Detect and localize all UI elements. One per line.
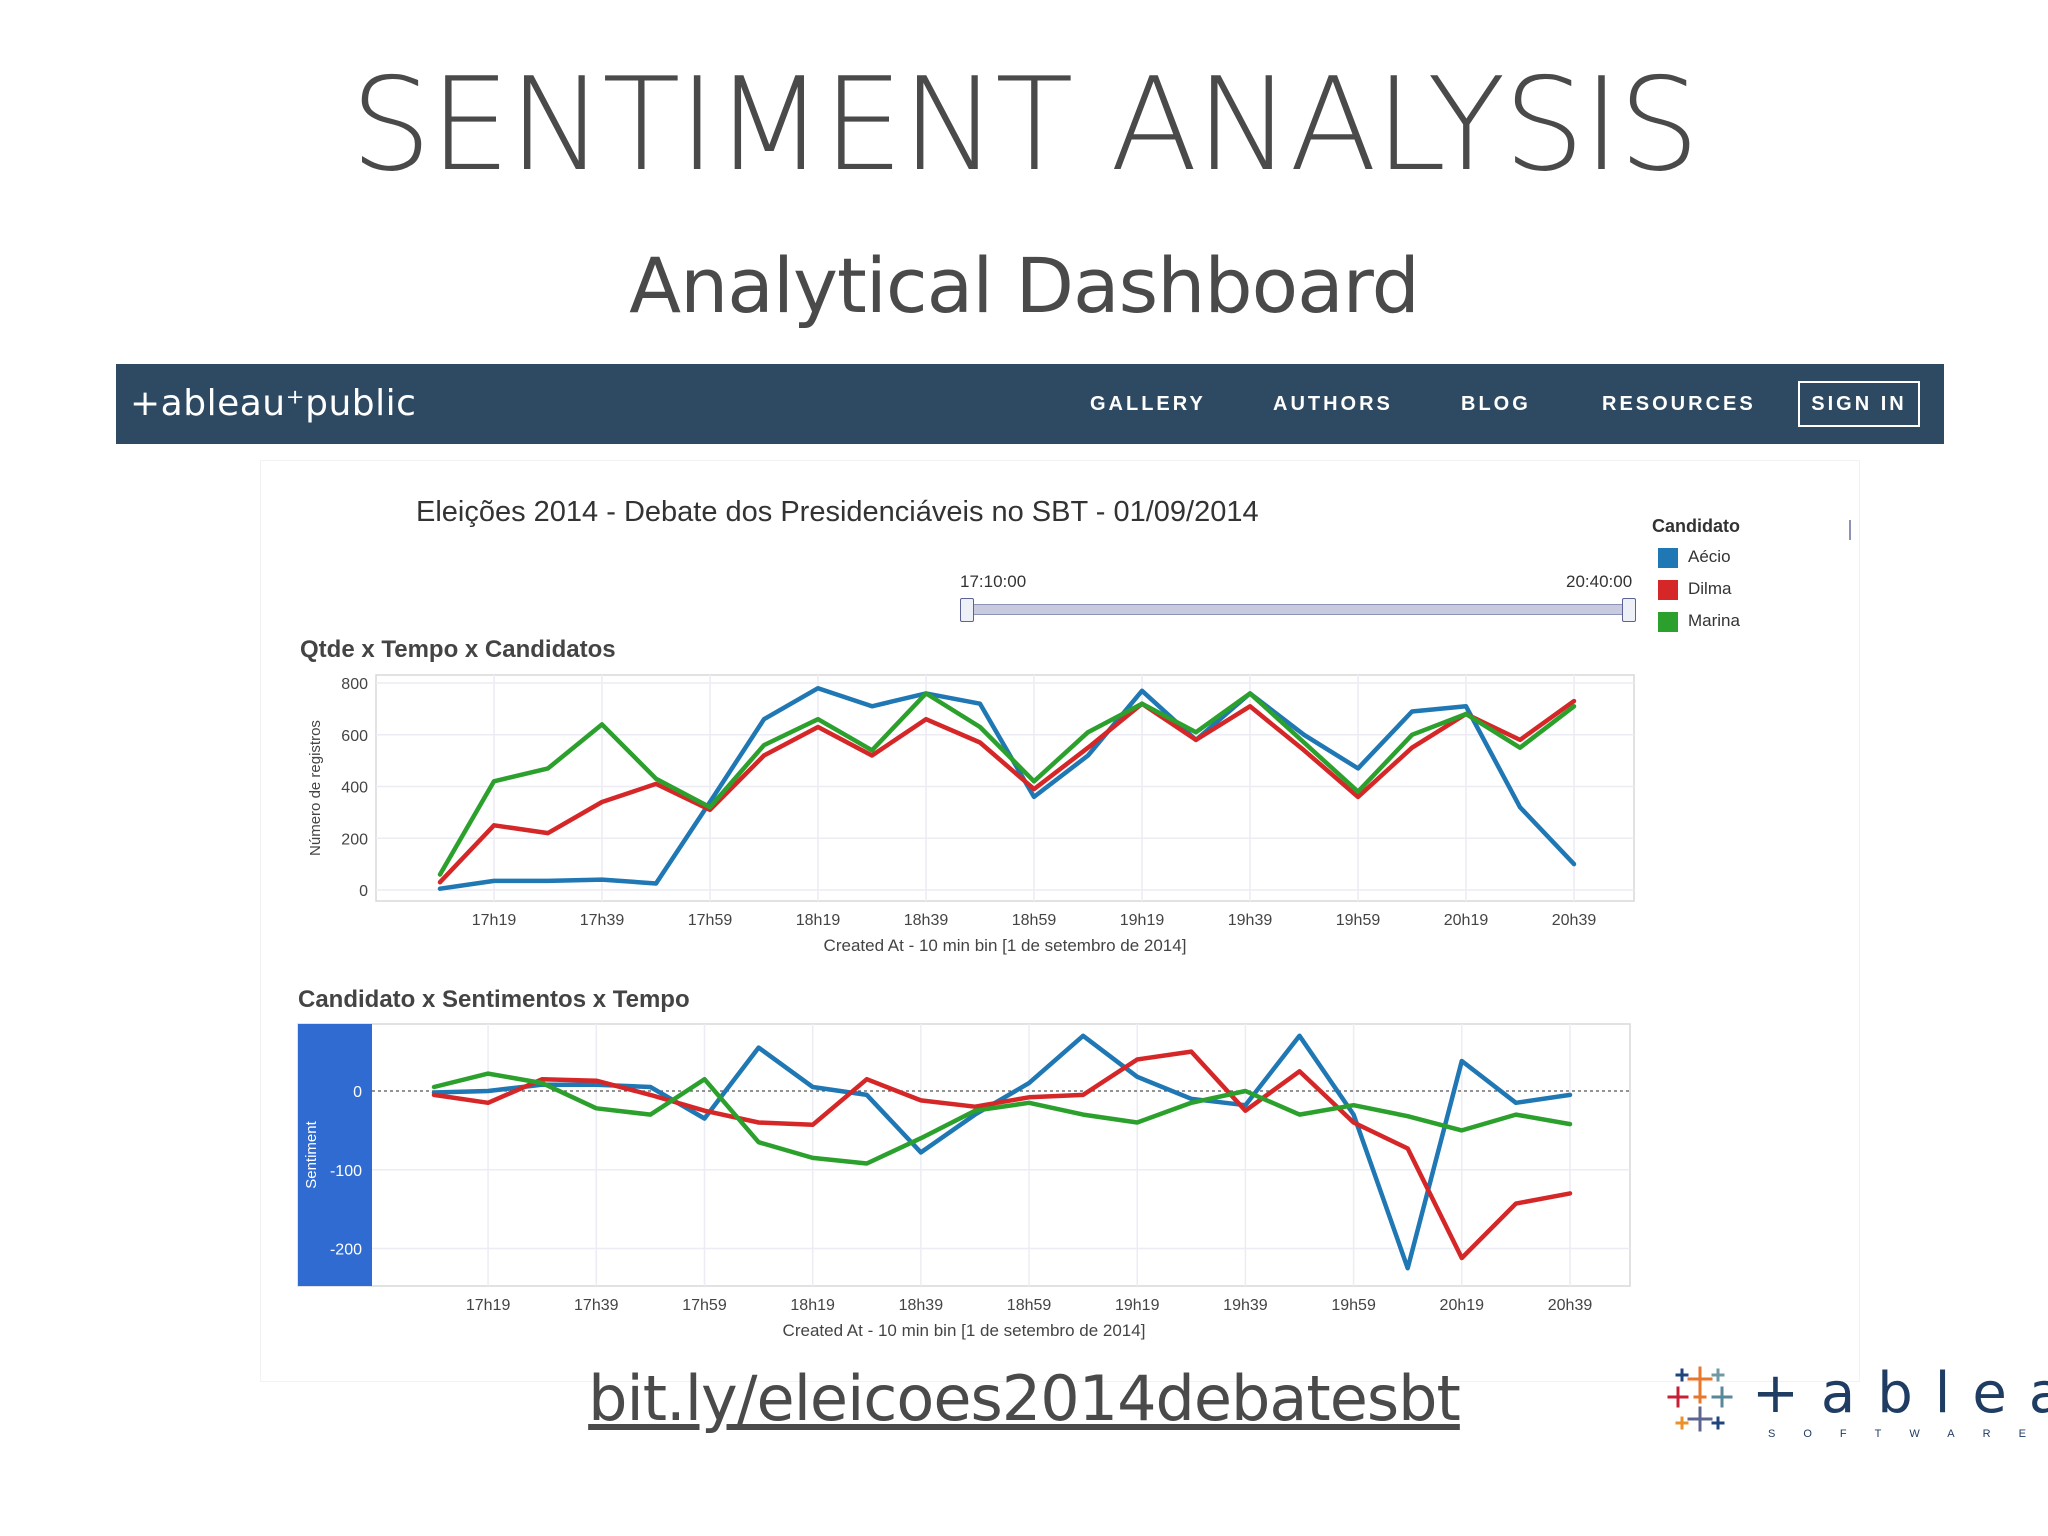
y-axis-title: Sentiment	[303, 1120, 320, 1188]
legend-swatch-dilma	[1658, 579, 1678, 600]
y-axis-highlight	[298, 1024, 372, 1286]
x-tick-label: 17h59	[688, 912, 733, 929]
nav-gallery[interactable]: GALLERY	[1090, 393, 1206, 415]
y-tick-label: -100	[330, 1163, 362, 1180]
x-tick-label: 20h19	[1444, 912, 1489, 929]
x-axis-title: Created At - 10 min bin [1 de setembro d…	[783, 1321, 1146, 1340]
y-tick-label: 600	[341, 728, 368, 745]
x-tick-label: 17h59	[682, 1297, 727, 1314]
x-tick-label: 20h39	[1552, 912, 1597, 929]
series-line-aécio	[437, 685, 1577, 891]
legend-item-dilma[interactable]: Dilma	[1658, 578, 1731, 600]
slide-title: SENTIMENT ANALYSIS	[350, 51, 1699, 200]
dashboard-title: Eleições 2014 - Debate dos Presidenciáve…	[416, 496, 1259, 528]
y-tick-label: 400	[341, 780, 368, 797]
y-tick-label: 200	[341, 831, 368, 848]
legend-swatch-aecio	[1658, 547, 1678, 568]
short-url-link[interactable]: bit.ly/eleicoes2014debatesbt	[588, 1362, 1461, 1435]
series-line-dilma	[437, 698, 1577, 885]
x-tick-label: 18h19	[796, 912, 841, 929]
tableau-software-subtext: SOFTWARE	[1768, 1428, 2048, 1440]
legend-label-aecio: Aécio	[1688, 547, 1731, 566]
x-tick-label: 19h59	[1336, 912, 1381, 929]
legend-item-marina[interactable]: Marina	[1658, 610, 1740, 632]
y-axis-title: Número de registros	[307, 720, 324, 856]
chart1-title: Qtde x Tempo x Candidatos	[300, 636, 616, 663]
x-tick-label: 18h39	[904, 912, 949, 929]
legend-label-dilma: Dilma	[1688, 579, 1732, 598]
slider-handle-left[interactable]	[960, 598, 974, 622]
legend-swatch-marina	[1658, 611, 1678, 632]
tableau-public-header: +ableau⁺public GALLERY AUTHORS BLOG RESO…	[116, 364, 1944, 444]
x-tick-label: 19h59	[1331, 1297, 1376, 1314]
x-tick-label: 19h39	[1223, 1297, 1268, 1314]
x-tick-label: 17h39	[574, 1297, 619, 1314]
nav-authors[interactable]: AUTHORS	[1273, 393, 1393, 415]
x-axis-title: Created At - 10 min bin [1 de setembro d…	[824, 936, 1187, 955]
series-line-marina	[431, 1071, 1573, 1166]
x-tick-label: 18h39	[899, 1297, 944, 1314]
plot-frame	[375, 674, 1635, 902]
series-line-marina	[437, 691, 1577, 877]
x-tick-label: 19h19	[1120, 912, 1165, 929]
x-tick-label: 19h19	[1115, 1297, 1160, 1314]
x-tick-label: 20h19	[1440, 1297, 1485, 1314]
tableau-software-logo-mark	[1667, 1366, 1733, 1432]
x-tick-label: 17h19	[466, 1297, 511, 1314]
x-tick-label: 20h39	[1548, 1297, 1593, 1314]
tableau-public-logo[interactable]: +ableau⁺public	[130, 383, 417, 424]
legend-title: Candidato	[1652, 516, 1740, 536]
legend-item-aecio[interactable]: Aécio	[1658, 546, 1731, 568]
y-tick-label: -200	[330, 1242, 362, 1259]
slide-subtitle: Analytical Dashboard	[629, 241, 1420, 330]
plot-frame	[297, 1023, 1631, 1287]
slider-handle-right[interactable]	[1622, 598, 1636, 622]
nav-resources[interactable]: RESOURCES	[1602, 393, 1756, 415]
x-tick-label: 19h39	[1228, 912, 1273, 929]
x-tick-label: 18h59	[1012, 912, 1057, 929]
time-slider-end: 20:40:00	[1566, 572, 1633, 591]
x-tick-label: 17h19	[472, 912, 517, 929]
legend-scroll-marker	[1849, 520, 1851, 540]
x-tick-label: 18h59	[1007, 1297, 1052, 1314]
legend-label-marina: Marina	[1688, 611, 1740, 630]
y-tick-label: 0	[359, 883, 368, 900]
y-tick-label: 800	[341, 676, 368, 693]
y-tick-label: 0	[353, 1084, 362, 1101]
sign-in-button[interactable]: SIGN IN	[1798, 381, 1920, 427]
chart2-title: Candidato x Sentimentos x Tempo	[298, 986, 690, 1013]
nav-blog[interactable]: BLOG	[1461, 393, 1531, 415]
x-tick-label: 18h19	[790, 1297, 835, 1314]
x-tick-label: 17h39	[580, 912, 625, 929]
time-slider-start: 17:10:00	[960, 572, 1027, 591]
tableau-software-wordmark: +ableau	[1752, 1361, 2048, 1426]
series-line-dilma	[431, 1049, 1573, 1261]
chart-qtde-tempo[interactable]: 17h19 17h39 17h59 18h19 18h39 18h59 19h19 19h39…	[307, 674, 1635, 955]
chart-sentimentos-tempo[interactable]: 17h19 17h39 17h59 18h19 18h39 18h59 19h19 19h39…	[297, 1023, 1631, 1340]
